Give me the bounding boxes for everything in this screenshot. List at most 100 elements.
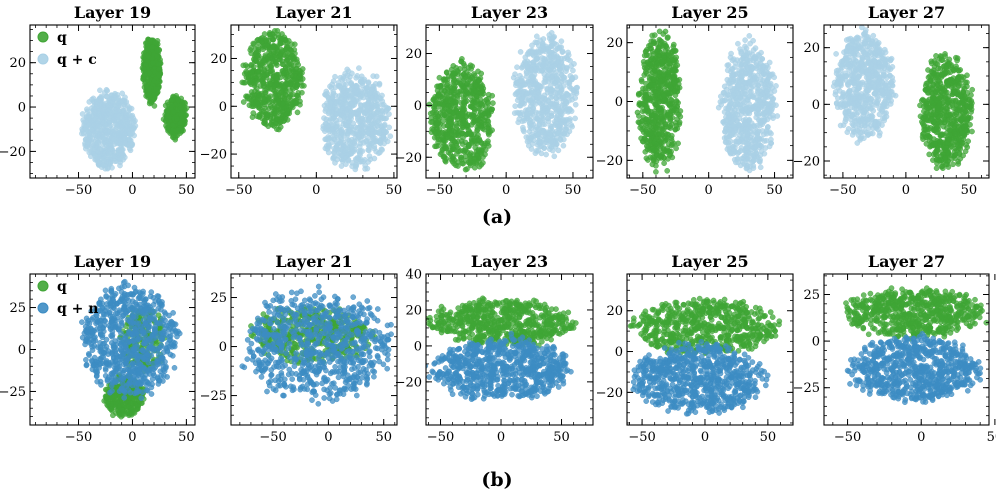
point-q	[667, 82, 673, 89]
caption-b: (b)	[481, 469, 512, 491]
point-q	[251, 41, 257, 48]
point-qc	[747, 40, 753, 47]
point-qc	[516, 116, 523, 122]
y-tick-label: 20	[9, 56, 26, 71]
point-qc	[94, 158, 101, 165]
point-qc	[747, 69, 753, 76]
point-qc	[759, 101, 766, 108]
y-tick-label: 20	[210, 52, 227, 67]
point-q	[252, 57, 259, 64]
point-qc	[128, 105, 135, 112]
point-qc	[748, 85, 755, 91]
point-q	[244, 94, 250, 100]
point-q	[279, 61, 286, 67]
point-q	[140, 74, 147, 80]
point-qc	[524, 61, 530, 68]
point-qc	[528, 125, 534, 132]
point-q	[276, 85, 283, 92]
point-q	[647, 62, 654, 68]
point-q	[277, 40, 284, 46]
point-q	[153, 53, 160, 60]
point-qc	[567, 116, 573, 122]
point-qc	[523, 97, 529, 103]
point-qc	[566, 128, 573, 135]
point-qc	[327, 103, 334, 110]
point-qc	[360, 158, 366, 165]
point-qc	[750, 47, 757, 53]
point-q	[651, 119, 658, 125]
point-qc	[742, 37, 748, 43]
point-qc	[757, 164, 764, 171]
point-q	[177, 105, 184, 111]
point-qc	[124, 122, 131, 129]
point-q	[432, 101, 439, 107]
point-qc	[86, 130, 92, 136]
point-qc	[340, 133, 347, 139]
point-qc	[519, 65, 525, 71]
point-qc	[771, 74, 778, 81]
point-q	[657, 38, 664, 44]
caption-a: (a)	[482, 206, 512, 228]
point-qc	[535, 131, 542, 138]
point-q	[444, 114, 450, 121]
point-q	[650, 93, 656, 100]
point-q	[670, 44, 677, 50]
point-q	[140, 54, 146, 61]
point-qc	[538, 150, 545, 157]
point-qc	[548, 125, 554, 132]
point-q	[472, 81, 479, 88]
point-q	[293, 66, 299, 72]
point-qc	[374, 97, 381, 104]
point-q	[170, 122, 176, 129]
point-qc	[771, 88, 778, 94]
point-q	[651, 76, 658, 83]
point-qc	[757, 60, 764, 67]
point-qc	[362, 116, 369, 123]
point-qc	[750, 162, 757, 169]
point-qc	[561, 102, 568, 108]
point-q	[478, 140, 485, 146]
point-qc	[119, 130, 126, 136]
point-qc	[738, 50, 745, 57]
point-qc	[560, 83, 567, 89]
point-qc	[108, 92, 115, 98]
point-q	[472, 139, 479, 145]
point-q	[667, 90, 673, 97]
point-q	[267, 52, 273, 59]
point-q	[443, 145, 449, 152]
point-q	[262, 118, 268, 124]
point-q	[478, 101, 485, 107]
point-q	[643, 66, 649, 73]
point-q	[482, 108, 489, 115]
point-qc	[551, 34, 558, 40]
point-q	[663, 114, 670, 120]
point-qc	[516, 110, 523, 117]
x-tick-label: −50	[225, 183, 252, 198]
point-qc	[353, 97, 359, 104]
point-q	[478, 84, 485, 91]
point-qc	[531, 65, 538, 71]
point-qc	[376, 82, 383, 88]
point-qc	[754, 130, 761, 137]
point-qc	[350, 120, 357, 127]
point-qc	[546, 32, 553, 38]
point-q	[653, 136, 659, 142]
point-qc	[723, 133, 730, 140]
point-q	[456, 128, 463, 134]
point-q	[439, 112, 446, 118]
point-qc	[117, 156, 124, 163]
point-q	[141, 65, 147, 72]
point-q	[674, 62, 681, 68]
point-qc	[334, 107, 341, 114]
point-q	[263, 37, 270, 43]
point-q	[248, 89, 255, 95]
point-qc	[379, 134, 385, 140]
point-qc	[547, 131, 554, 138]
point-qc	[352, 156, 359, 162]
point-q	[156, 72, 162, 79]
point-qc	[529, 131, 535, 138]
point-q	[456, 91, 463, 98]
point-q	[664, 74, 671, 80]
